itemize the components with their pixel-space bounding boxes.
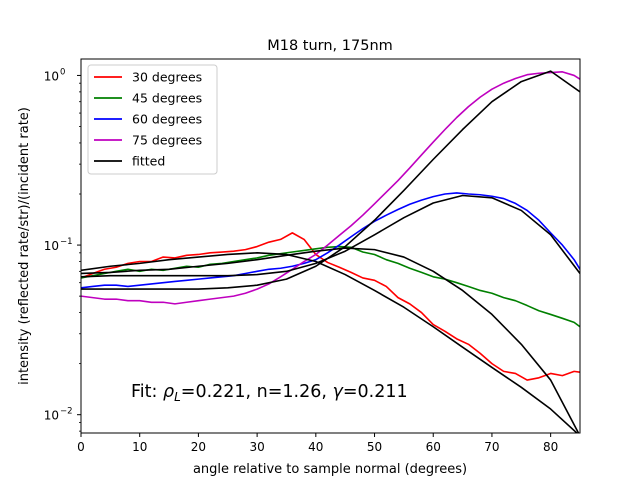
y-tick-exponent: −2 bbox=[60, 407, 73, 417]
fit-rho-symbol: ρ bbox=[163, 382, 174, 402]
series-line-fitted bbox=[81, 252, 579, 433]
series-line-75-degrees bbox=[81, 71, 580, 305]
x-tick-label: 30 bbox=[249, 440, 264, 454]
x-tick-label: 10 bbox=[132, 440, 147, 454]
fit-gamma-symbol: γ bbox=[333, 382, 345, 402]
chart-title: M18 turn, 175nm bbox=[267, 38, 393, 54]
plot-area-frame bbox=[80, 58, 581, 434]
x-axis: 0 10 20 30 40 50 60 70 80 bbox=[77, 433, 558, 454]
legend-label-fitted: fitted bbox=[132, 154, 165, 169]
x-tick-label: 80 bbox=[543, 440, 558, 454]
legend: 30 degrees 45 degrees 60 degrees 75 degrees… bbox=[87, 64, 218, 175]
y-axis-label: intensity (reflected rate/str)/(incident… bbox=[17, 107, 32, 385]
legend-box bbox=[87, 64, 218, 175]
fit-values: =0.221, n=1.26, bbox=[181, 382, 333, 402]
y-tick-label: 10 bbox=[44, 409, 59, 423]
y-tick-exponent: 0 bbox=[60, 67, 65, 77]
legend-label-60-degrees: 60 degrees bbox=[132, 112, 202, 127]
x-tick-label: 50 bbox=[367, 440, 382, 454]
y-tick-label: 10 bbox=[44, 239, 59, 253]
y-tick-label: 10 bbox=[44, 69, 59, 83]
x-tick-label: 60 bbox=[426, 440, 441, 454]
series-layer bbox=[81, 70, 580, 433]
fit-prefix: Fit: bbox=[131, 382, 163, 402]
y-tick-exponent: −1 bbox=[60, 237, 73, 247]
x-tick-label: 0 bbox=[77, 440, 85, 454]
fit-gamma-value: =0.211 bbox=[343, 382, 408, 402]
legend-label-30-degrees: 30 degrees bbox=[132, 70, 202, 85]
fit-rho-subscript: L bbox=[174, 390, 181, 404]
fit-annotation: Fit: ρL=0.221, n=1.26, γ=0.211 bbox=[131, 382, 408, 404]
x-axis-label: angle relative to sample normal (degrees… bbox=[193, 462, 467, 477]
series-line-30-degrees bbox=[81, 232, 580, 381]
x-tick-label: 40 bbox=[308, 440, 323, 454]
legend-label-75-degrees: 75 degrees bbox=[132, 133, 202, 148]
legend-label-45-degrees: 45 degrees bbox=[132, 91, 202, 106]
series-line-fitted-curve-7 bbox=[81, 70, 580, 290]
x-tick-label: 70 bbox=[484, 440, 499, 454]
series-line-fitted-curve-5 bbox=[81, 247, 580, 433]
x-tick-label: 20 bbox=[191, 440, 206, 454]
